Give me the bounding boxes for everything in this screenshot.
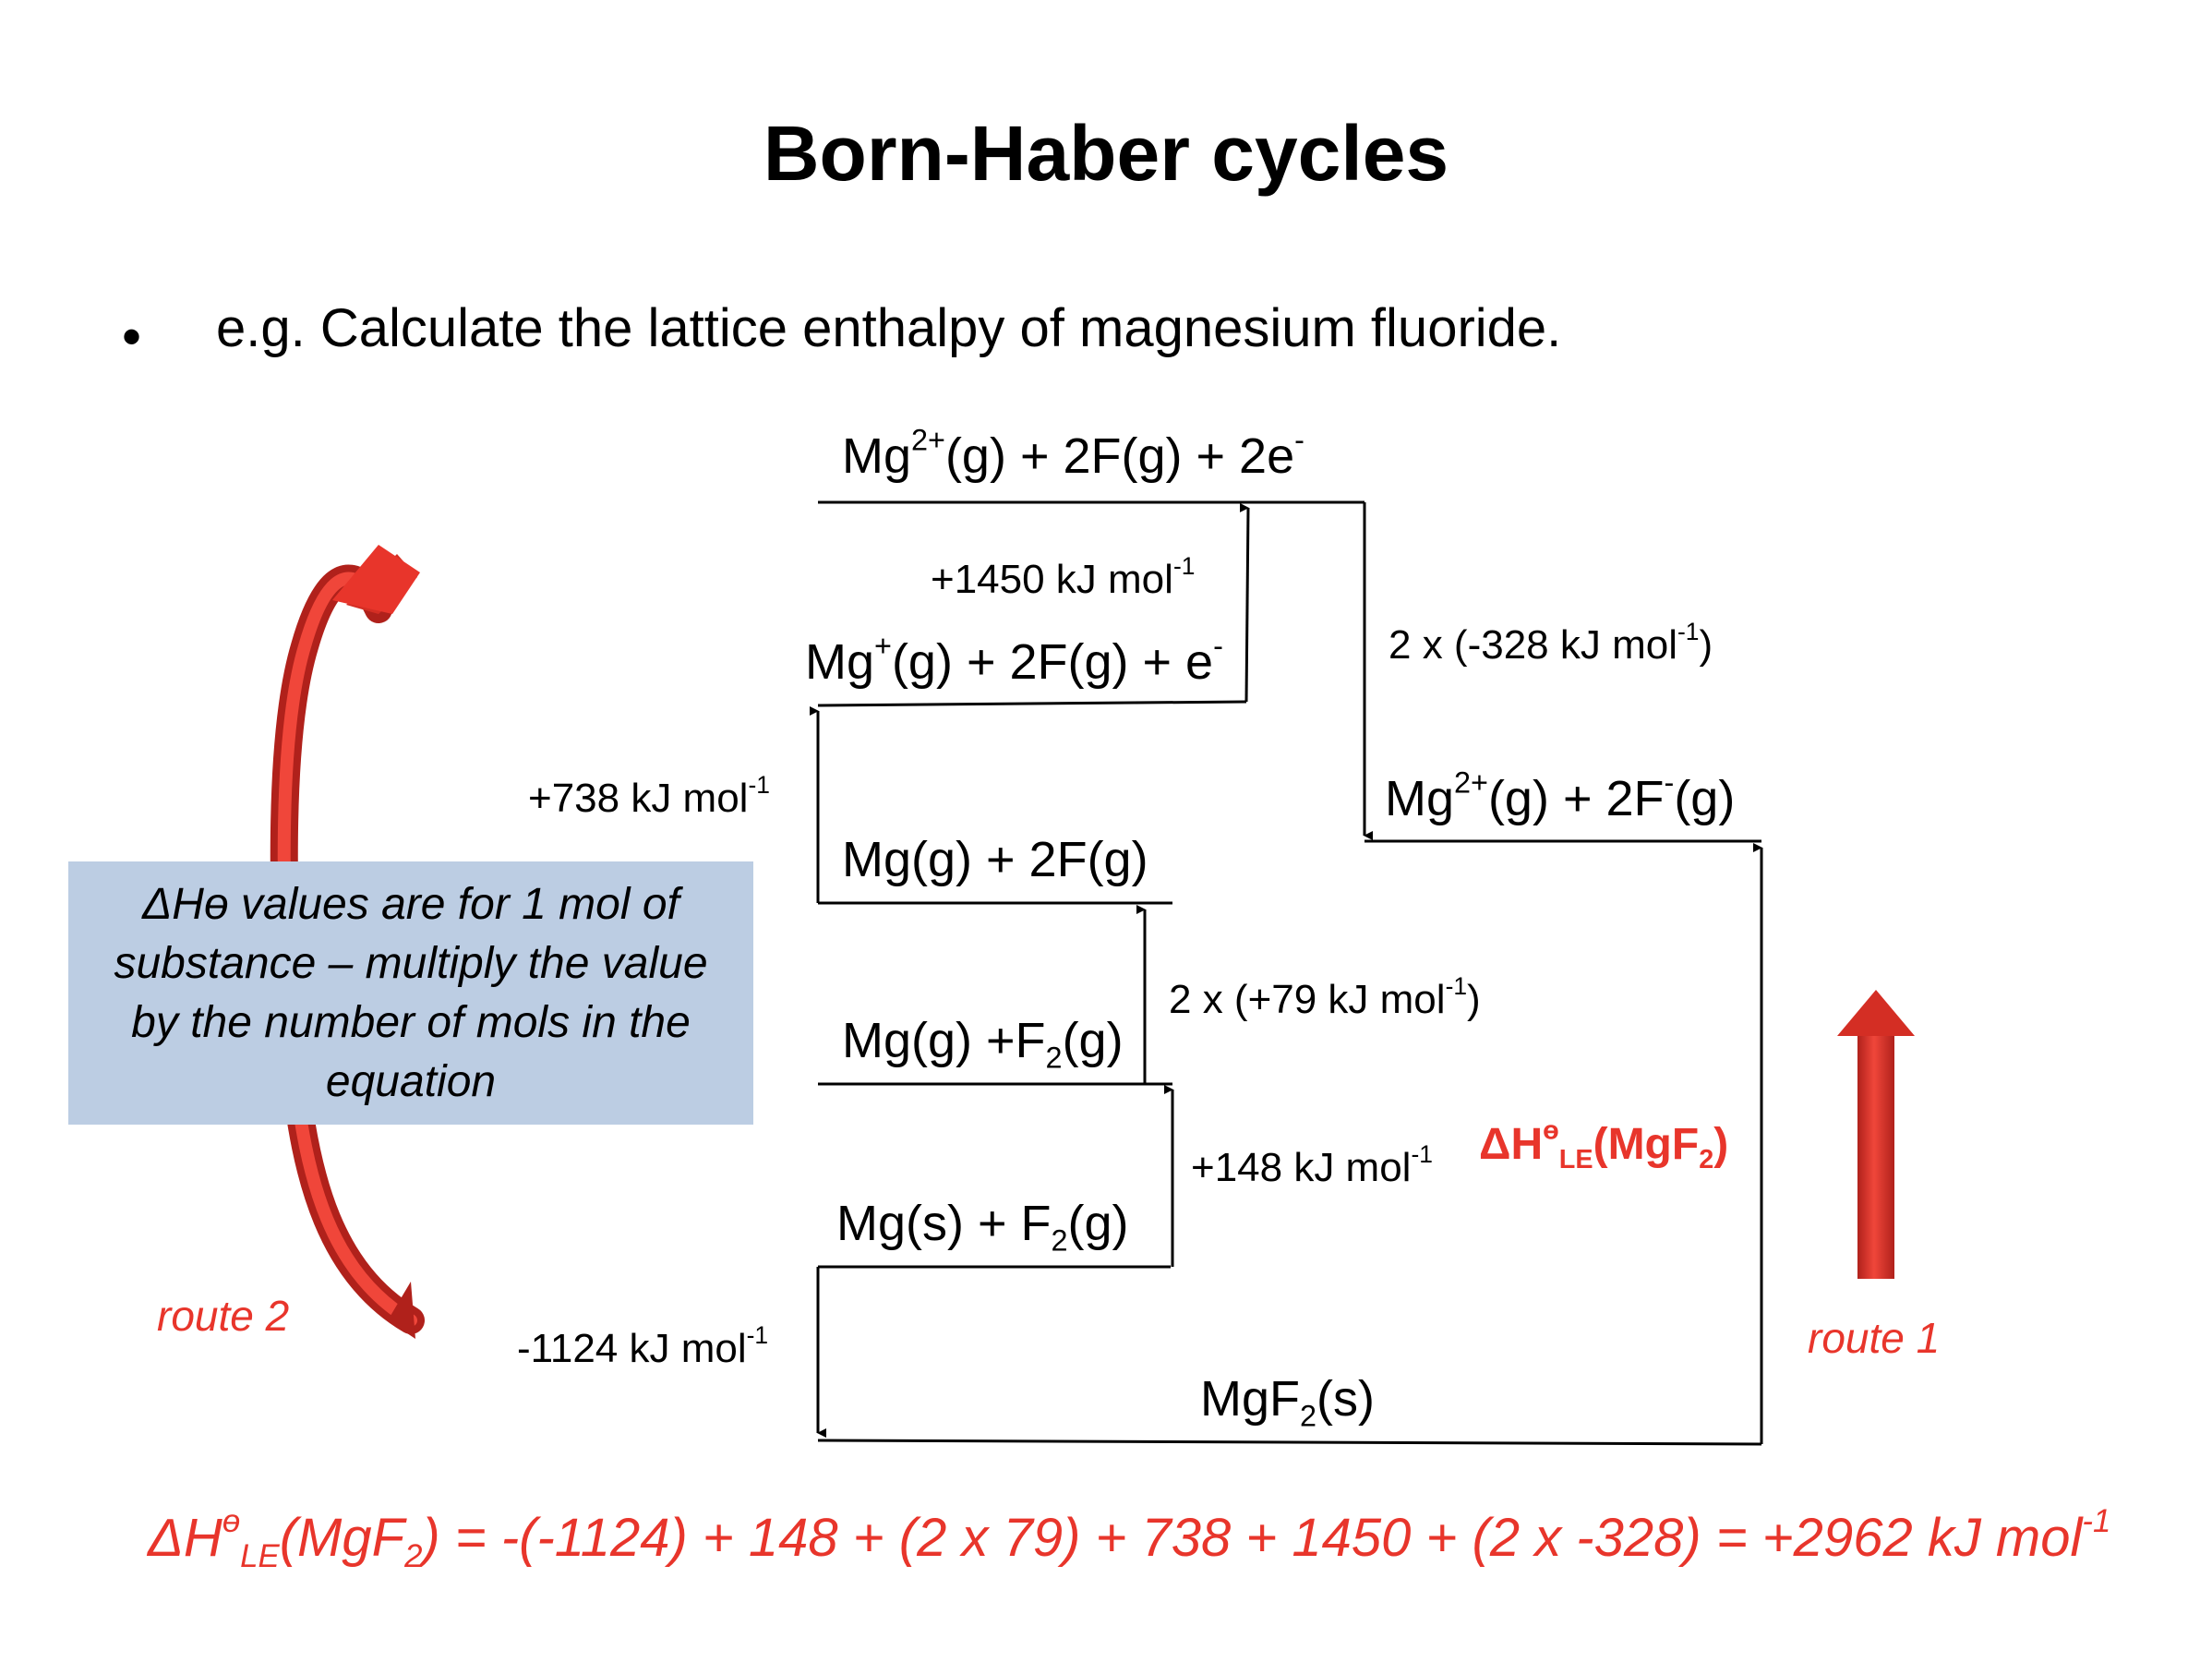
value-atomisation-mg: +148 kJ mol-1 xyxy=(1191,1140,1433,1190)
energy-levels xyxy=(817,500,1762,1446)
value-formation: -1124 kJ mol-1 xyxy=(517,1321,769,1371)
level-mg1-2f-e: Mg+(g) + 2F(g) + e- xyxy=(805,629,1223,690)
bullet-marker: • xyxy=(122,306,142,367)
route1-label: route 1 xyxy=(1808,1314,1941,1362)
lattice-enthalpy-label: ΔHөLE(MgF2) xyxy=(1479,1115,1729,1175)
note-text: ΔHө values are for 1 mol of substance – … xyxy=(114,879,708,1106)
level-mg-2f: Mg(g) + 2F(g) xyxy=(842,832,1148,887)
enthalpy-arrows xyxy=(810,502,1763,1444)
arrow-second-ionisation xyxy=(1239,502,1250,703)
bullet-text: e.g. Calculate the lattice enthalpy of m… xyxy=(216,298,1562,358)
note-box: ΔHө values are for 1 mol of substance – … xyxy=(68,861,753,1125)
route2-label: route 2 xyxy=(157,1292,290,1340)
value-atomisation-f: 2 x (+79 kJ mol-1) xyxy=(1169,972,1481,1022)
value-electron-affinity: 2 x (-328 kJ mol-1) xyxy=(1389,618,1713,668)
level-mg-f2-solid: Mg(s) + F2(g) xyxy=(836,1196,1129,1258)
route1-arrow xyxy=(1837,990,1915,1279)
level-mg2-2f-2e: Mg2+(g) + 2F(g) + 2e- xyxy=(842,423,1304,484)
level-mgf2-solid: MgF2(s) xyxy=(1200,1371,1375,1433)
level-line-mg1-2f-e xyxy=(817,700,1247,707)
level-line-mgf2-solid xyxy=(817,1439,1762,1446)
value-first-ionisation: +738 kJ mol-1 xyxy=(528,771,770,821)
level-mg-f2-gas: Mg(g) +F2(g) xyxy=(842,1013,1124,1075)
level-mg2-2f-minus: Mg2+(g) + 2F-(g) xyxy=(1385,765,1736,826)
value-second-ionisation: +1450 kJ mol-1 xyxy=(931,552,1196,602)
slide-title: Born-Haber cycles xyxy=(763,110,1449,197)
lattice-enthalpy-equation: ΔHөLE(MgF2) = -(-1124) + 148 + (2 x 79) … xyxy=(148,1502,2111,1575)
